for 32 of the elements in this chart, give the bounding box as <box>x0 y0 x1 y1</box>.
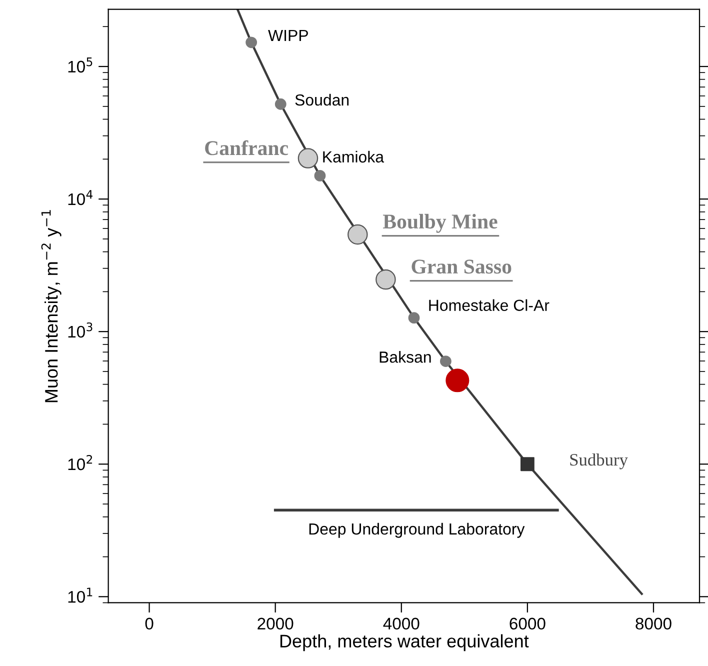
y-tick-label: 10$^{1}$ <box>68 588 92 603</box>
annotation: Sudbury <box>570 453 628 470</box>
x-tick-label: 8000 <box>636 618 672 630</box>
y-tick-label: 10$^{4}$ <box>68 190 93 206</box>
annotation: WIPP <box>268 30 308 41</box>
y-tick-label: 10$^{3}$ <box>68 322 92 338</box>
y-axis-title: Muon Intensity, m$^{−2}$ y$^{−1}$ <box>41 210 62 402</box>
x-tick-label: 2000 <box>258 618 294 630</box>
annotation: Homestake Cl-Ar <box>429 299 550 311</box>
point <box>274 98 286 110</box>
annotation: Kamioka <box>323 150 384 163</box>
x-axis-title: Depth, meters water equivalent <box>280 634 529 652</box>
point <box>520 457 534 472</box>
point <box>298 148 318 168</box>
x-tick-label: 0 <box>145 618 154 630</box>
point <box>408 312 420 324</box>
point <box>446 368 470 392</box>
annotation: Gran Sasso <box>412 260 512 274</box>
point <box>440 356 452 367</box>
annotation: Soudan <box>295 94 349 106</box>
x-tick-label: 6000 <box>510 618 546 630</box>
point <box>246 36 258 48</box>
point <box>314 170 326 182</box>
annotation: Boulby Mine <box>383 214 498 233</box>
series-label: Deep Underground Laboratory <box>309 522 525 538</box>
y-tick-label: 10$^{2}$ <box>68 454 92 470</box>
annotation: Baksan <box>380 351 431 363</box>
point <box>376 269 396 290</box>
annotation: Canfranc <box>205 140 288 156</box>
y-tick-label: 10$^{5}$ <box>68 58 92 73</box>
point <box>348 224 368 245</box>
x-tick-label: 4000 <box>383 618 420 630</box>
